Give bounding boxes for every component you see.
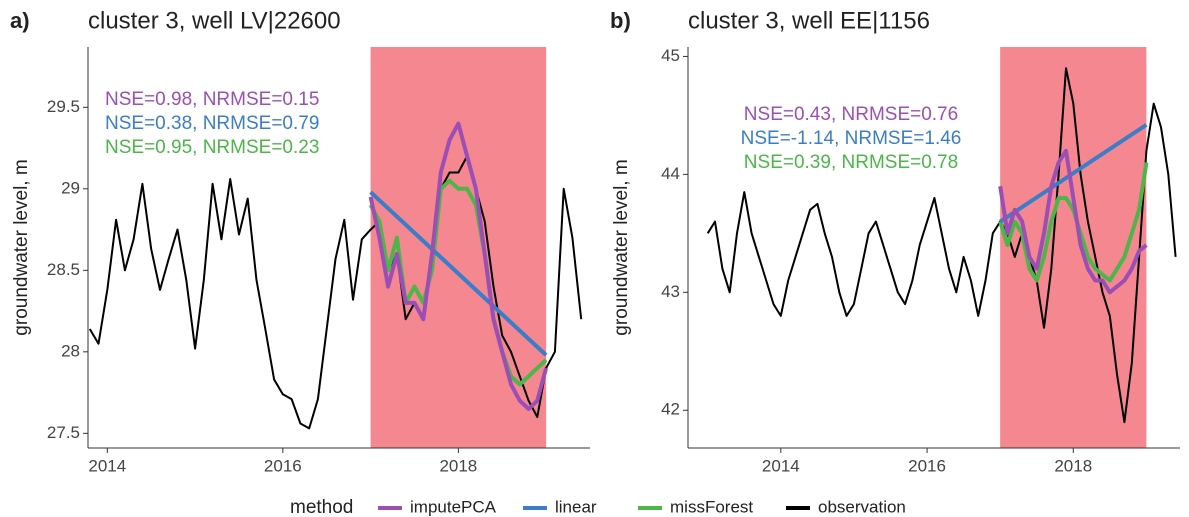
series-line [368, 121, 549, 411]
y-tick-label: 44 [661, 164, 680, 183]
y-tick-label: 45 [661, 46, 680, 65]
legend-label: observation [818, 497, 906, 516]
chart-title: cluster 3, well EE|1156 [688, 7, 930, 34]
annotation: NSE=0.38, NRMSE=0.79 [105, 113, 319, 134]
y-tick-label: 29.5 [47, 97, 80, 116]
annotation: NSE=0.39, NRMSE=0.78 [744, 152, 958, 173]
y-tick-label: 27.5 [47, 423, 80, 442]
annotation: NSE=0.43, NRMSE=0.76 [744, 104, 958, 125]
y-axis-label: groundwater level, m [11, 159, 32, 335]
y-tick-label: 29 [61, 178, 80, 197]
y-tick-label: 43 [661, 282, 680, 301]
annotation: NSE=-1.14, NRMSE=1.46 [741, 128, 962, 149]
x-tick-label: 2018 [1054, 456, 1092, 475]
annotation: NSE=0.98, NRMSE=0.15 [105, 89, 319, 110]
legend-label: missForest [670, 497, 753, 516]
panel-label: b) [610, 8, 631, 33]
x-tick-label: 2018 [439, 456, 477, 475]
series-line [998, 148, 1148, 295]
annotation: NSE=0.95, NRMSE=0.23 [105, 137, 319, 158]
series-line [999, 123, 1148, 224]
series-line [88, 155, 583, 430]
panel-label: a) [10, 8, 30, 33]
legend-label: linear [555, 497, 597, 516]
x-tick-label: 2014 [88, 456, 126, 475]
x-tick-label: 2016 [264, 456, 302, 475]
y-tick-label: 28 [61, 341, 80, 360]
y-tick-label: 42 [661, 400, 680, 419]
chart-title: cluster 3, well LV|22600 [88, 7, 341, 34]
legend-title: method [290, 497, 353, 517]
series-line [369, 190, 548, 357]
x-tick-label: 2016 [908, 456, 946, 475]
y-tick-label: 28.5 [47, 260, 80, 279]
legend-label: imputePCA [410, 497, 497, 516]
y-axis-label: groundwater level, m [611, 159, 632, 335]
x-tick-label: 2014 [762, 456, 800, 475]
